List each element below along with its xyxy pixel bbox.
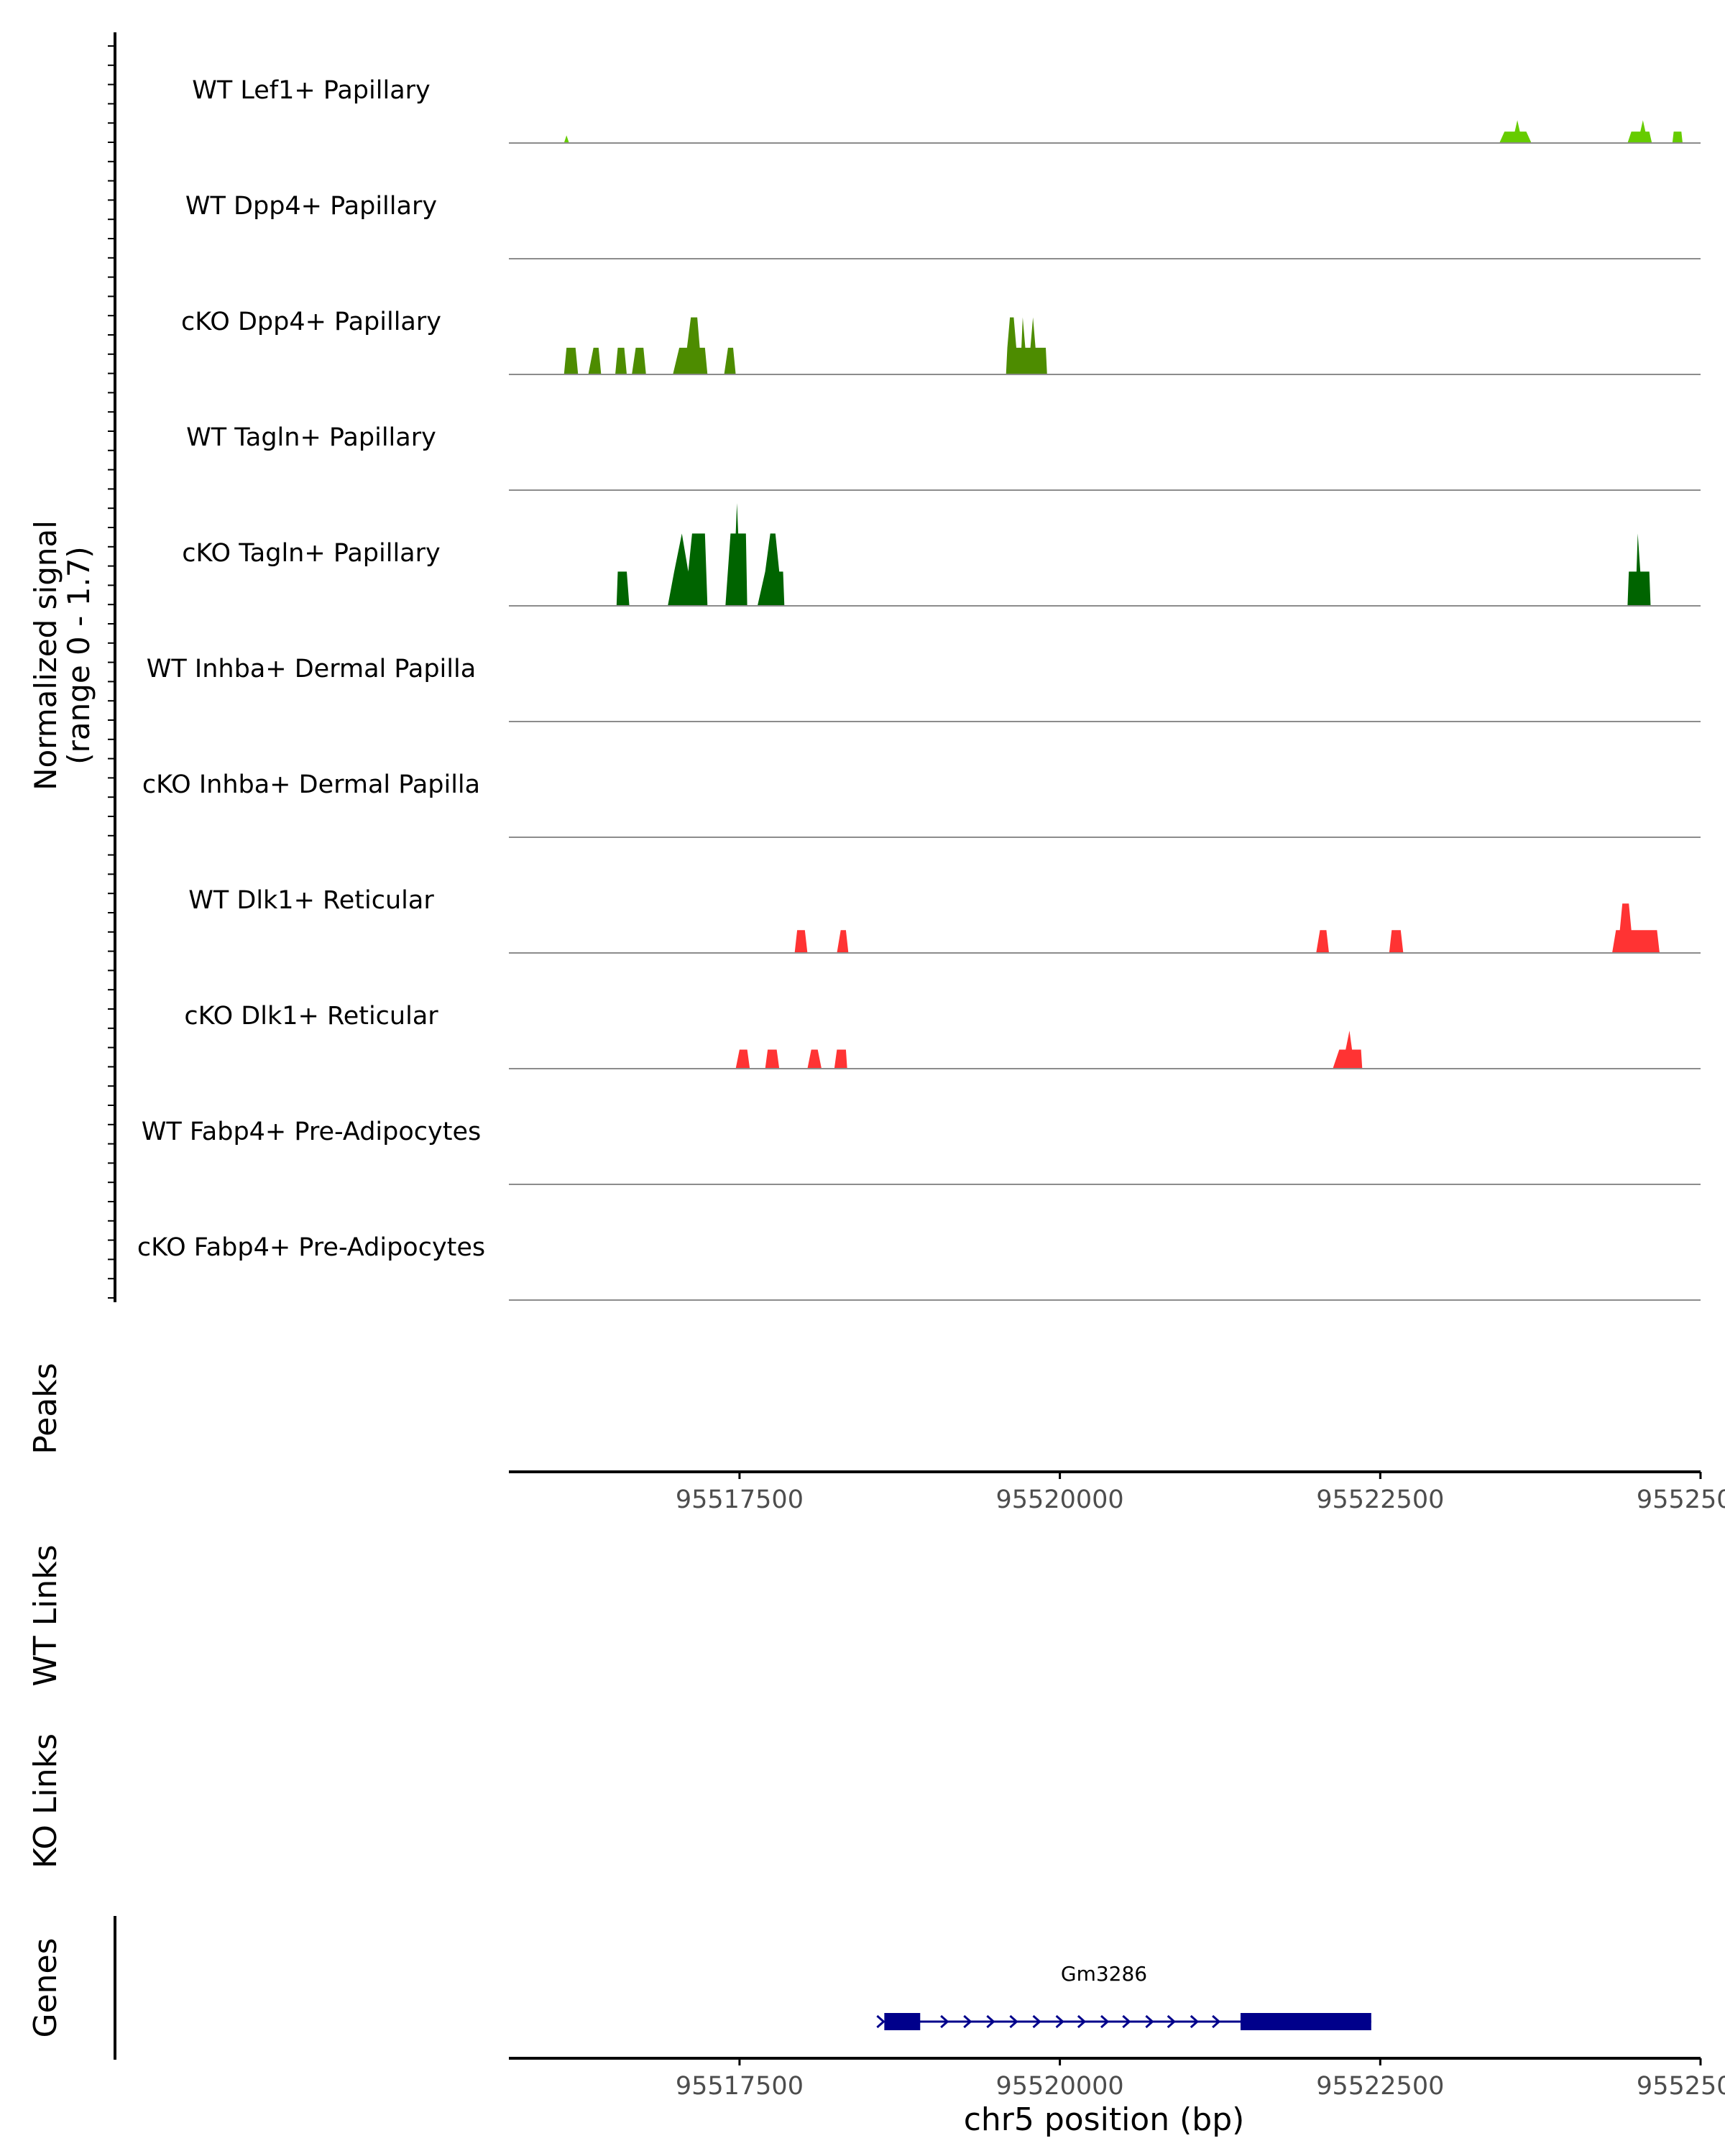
strand-arrow bbox=[1145, 2014, 1154, 2029]
strand-arrow bbox=[1032, 2014, 1041, 2029]
track-label: WT Fabp4+ Pre-Adipocytes bbox=[142, 1118, 481, 1146]
x-tick-label: 95520000 bbox=[996, 1485, 1124, 1514]
x-tick-label: 95522500 bbox=[1316, 2072, 1444, 2101]
track-4: cKO Tagln+ Papillary bbox=[182, 503, 1701, 607]
signal-y-axis-ticks bbox=[108, 45, 115, 1299]
track-label: WT Dlk1+ Reticular bbox=[188, 886, 434, 915]
track-6: cKO Inhba+ Dermal Papilla bbox=[142, 770, 1701, 838]
signal-area bbox=[794, 903, 1660, 953]
track-label: cKO Dlk1+ Reticular bbox=[184, 1002, 438, 1031]
track-label: cKO Inhba+ Dermal Papilla bbox=[142, 770, 480, 799]
signal-ylabel-line1: Normalized signal bbox=[28, 520, 63, 791]
track-9: WT Fabp4+ Pre-Adipocytes bbox=[142, 1118, 1701, 1185]
x-tick-label: 95525000 bbox=[1637, 2072, 1725, 2101]
strand-arrow bbox=[940, 2014, 949, 2029]
strand-arrow bbox=[876, 2014, 886, 2029]
strand-arrow bbox=[1190, 2014, 1200, 2029]
track-label: cKO Tagln+ Papillary bbox=[182, 539, 441, 568]
track-3: WT Tagln+ Papillary bbox=[186, 423, 1701, 491]
gene-track bbox=[876, 2013, 1371, 2030]
peaks-panel-label: Peaks bbox=[27, 1363, 64, 1454]
peaks-x-axis-ticks: 95517500 95520000 95522500 95525000 bbox=[676, 1472, 1725, 1514]
strand-arrow bbox=[1212, 2014, 1221, 2029]
track-label: WT Inhba+ Dermal Papilla bbox=[147, 655, 476, 683]
strand-arrow bbox=[986, 2014, 995, 2029]
track-1: WT Dpp4+ Papillary bbox=[185, 192, 1701, 259]
signal-area bbox=[564, 120, 1683, 143]
wt-links-panel-label: WT Links bbox=[27, 1544, 64, 1686]
x-tick-label: 95525000 bbox=[1637, 1485, 1725, 1514]
genes-x-axis-ticks: 95517500 95520000 95522500 95525000 bbox=[676, 2058, 1725, 2101]
x-tick-label: 95522500 bbox=[1316, 1485, 1444, 1514]
strand-arrow bbox=[1009, 2014, 1018, 2029]
strand-arrow bbox=[1055, 2014, 1064, 2029]
strand-arrow bbox=[1122, 2014, 1131, 2029]
track-label: WT Dpp4+ Papillary bbox=[185, 192, 437, 221]
gene-exon bbox=[1240, 2013, 1371, 2030]
track-7: WT Dlk1+ Reticular bbox=[188, 886, 1701, 954]
signal-ylabel-line2: (range 0 - 1.7) bbox=[61, 546, 96, 765]
x-tick-label: 95520000 bbox=[996, 2072, 1124, 2101]
signal-tracks: WT Lef1+ Papillary WT Dpp4+ Papillary cKO … bbox=[137, 76, 1701, 1301]
ko-links-panel-label: KO Links bbox=[27, 1733, 64, 1869]
track-label: WT Tagln+ Papillary bbox=[186, 423, 436, 452]
track-10: cKO Fabp4+ Pre-Adipocytes bbox=[137, 1233, 1701, 1301]
track-5: WT Inhba+ Dermal Papilla bbox=[147, 655, 1701, 722]
x-tick-label: 95517500 bbox=[676, 2072, 804, 2101]
track-label: WT Lef1+ Papillary bbox=[192, 76, 431, 105]
signal-area bbox=[616, 503, 1651, 606]
strand-arrow bbox=[1100, 2014, 1110, 2029]
track-2: cKO Dpp4+ Papillary bbox=[181, 308, 1701, 375]
gene-exon bbox=[884, 2013, 921, 2030]
strand-arrow bbox=[1077, 2014, 1087, 2029]
genes-panel-label: Genes bbox=[27, 1938, 64, 2037]
x-tick-label: 95517500 bbox=[676, 1485, 804, 1514]
track-0: WT Lef1+ Papillary bbox=[192, 76, 1701, 144]
signal-area bbox=[735, 1031, 1363, 1069]
strand-arrow bbox=[963, 2014, 972, 2029]
x-axis-title: chr5 position (bp) bbox=[964, 2101, 1245, 2138]
gene-label: Gm3286 bbox=[1061, 1962, 1147, 1986]
track-label: cKO Dpp4+ Papillary bbox=[181, 308, 441, 336]
strand-arrow bbox=[1167, 2014, 1176, 2029]
track-label: cKO Fabp4+ Pre-Adipocytes bbox=[137, 1233, 485, 1262]
signal-area bbox=[564, 317, 1047, 374]
track-8: cKO Dlk1+ Reticular bbox=[184, 1002, 1701, 1069]
